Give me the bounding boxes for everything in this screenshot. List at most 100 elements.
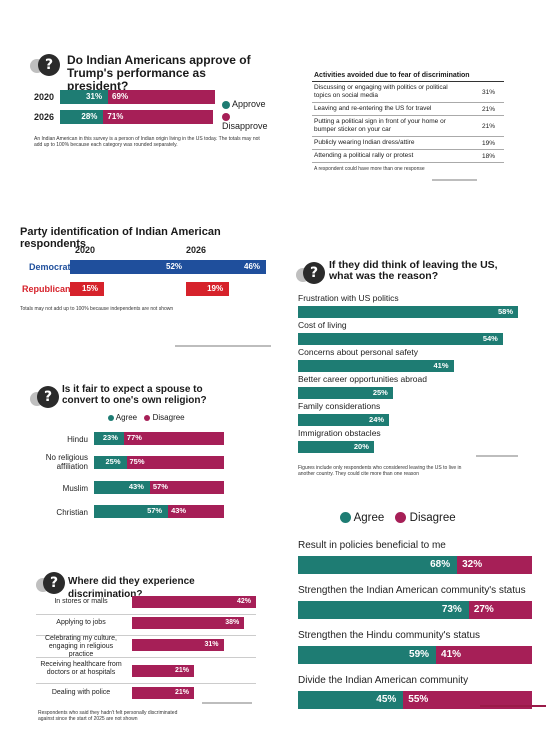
value-label: 38% (225, 619, 240, 626)
disapprove-swatch (222, 112, 230, 121)
disagree-swatch (144, 414, 151, 421)
table-row: Leaving and re-entering the US for trave… (312, 103, 504, 116)
disapprove-bar (108, 90, 215, 104)
location-bar (132, 617, 245, 629)
spouse-title: Is it fair to expect a spouse to convert… (62, 384, 207, 406)
legend-disagree-label: Disagree (152, 413, 185, 422)
statement-label: Strengthen the Hindu community's status (298, 630, 481, 641)
table-row: Discussing or engaging with politics or … (312, 82, 504, 103)
source-line (432, 179, 477, 181)
question-icon: ? (43, 572, 65, 594)
approve-swatch (222, 100, 230, 109)
disagree-swatch (395, 512, 407, 524)
value-label: 24% (369, 415, 385, 424)
discrimination-title: Where did they experience discrimination… (68, 576, 195, 600)
disagree-bar (149, 481, 224, 494)
value-cell: 21% (482, 105, 496, 113)
value-label: 54% (482, 334, 498, 343)
approve-bar (60, 110, 104, 124)
agree-value-label: 68% (430, 559, 451, 570)
approve-value-label: 31% (86, 92, 103, 101)
disagree-bar (468, 601, 532, 619)
year-label: 2026 (186, 245, 207, 255)
leaving-panel: ? If they did think of leaving the US, w… (296, 256, 526, 484)
source-line (202, 702, 252, 704)
policies-legend: Agree Disagree (340, 512, 456, 524)
question-icon: ? (38, 54, 60, 76)
location-label: In stores or malls (54, 598, 108, 605)
approve-panel: ? Do Indian Americans approve of Trump's… (30, 52, 268, 162)
reason-label: Family considerations (298, 401, 381, 411)
activity-cell: Leaving and re-entering the US for trave… (314, 105, 432, 112)
agree-bar (298, 601, 469, 619)
approve-note: An Indian American in this survey is a p… (34, 136, 260, 148)
row-divider (36, 683, 256, 684)
row-divider (36, 635, 256, 636)
legend-disapprove-label: Disapprove (222, 121, 268, 131)
agree-bar (298, 691, 404, 709)
disagree-value-label: 43% (171, 506, 187, 515)
democrat-bar (70, 260, 188, 274)
value-label: 31% (204, 641, 219, 648)
value-cell: 21% (482, 122, 496, 130)
reason-bar (298, 414, 390, 426)
reason-label: Concerns about personal safety (298, 347, 419, 357)
category-label: Republican (22, 284, 71, 294)
leaving-note: Figures include only respondents who con… (298, 465, 462, 477)
reason-bar (298, 441, 374, 453)
value-label: 41% (433, 361, 449, 370)
discrimination-note: Respondents who said they hadn't felt pe… (38, 710, 178, 722)
value-label: 58% (498, 307, 514, 316)
value-label: 46% (244, 262, 261, 271)
activity-cell: Attending a political rally or protest (314, 152, 414, 159)
reason-label: Frustration with US politics (298, 293, 399, 303)
disagree-value-label: 57% (152, 482, 168, 491)
agree-value-label: 45% (376, 694, 397, 705)
party-panel: Party identification of Indian American … (20, 226, 276, 351)
row-divider (36, 614, 256, 615)
category-label: Democrat (29, 262, 71, 272)
legend-disagree-label: Disagree (409, 512, 456, 524)
reason-bar (298, 333, 503, 345)
year-label: 2020 (75, 245, 96, 255)
disagree-bar (436, 646, 532, 664)
disagree-value-label: 41% (441, 649, 462, 660)
statement-label: Divide the Indian American community (298, 675, 469, 686)
agree-value-label: 23% (102, 433, 118, 442)
agree-value-label: 43% (128, 482, 144, 491)
republican-bar (70, 282, 105, 296)
democrat-bar (186, 260, 266, 274)
activities-note: A respondent could have more than one re… (314, 166, 425, 172)
location-label: Dealing with police (51, 689, 111, 696)
reason-label: Cost of living (298, 320, 347, 330)
location-label: Celebrating my culture, engaging in reli… (45, 635, 117, 658)
approve-legend: Approve Disapprove (222, 99, 268, 131)
leaving-title: If they did think of leaving the US, wha… (329, 259, 498, 282)
category-label: 2020 (34, 92, 55, 102)
legend-approve: Approve (222, 99, 268, 109)
republican-bar (186, 282, 230, 296)
location-bar (132, 687, 194, 699)
activities-panel: Activities avoided due to fear of discri… (312, 69, 504, 187)
value-cell: 18% (482, 152, 496, 160)
legend-approve-label: Approve (232, 99, 266, 109)
location-label: Applying to jobs (56, 619, 106, 626)
reason-bar (298, 360, 454, 372)
party-title: Party identification of Indian American … (20, 226, 221, 250)
disagree-value-label: 32% (462, 559, 483, 570)
table-row: Publicly wearing Indian dress/attire 19% (312, 137, 504, 150)
value-label: 25% (372, 388, 388, 397)
agree-bar (298, 646, 437, 664)
disapprove-bar (103, 110, 214, 124)
reason-label: Better career opportunities abroad (298, 374, 427, 384)
disagree-value-label: 55% (408, 694, 429, 705)
value-cell: 19% (482, 139, 496, 147)
legend-agree-label: Agree (115, 413, 138, 422)
party-note: Totals may not add up to 100% because in… (20, 306, 174, 312)
source-line (480, 705, 546, 707)
religion-label: Hindu (67, 435, 88, 444)
value-cell: 31% (482, 88, 496, 96)
disagree-value-label: 77% (126, 433, 142, 442)
agree-value-label: 25% (105, 457, 121, 466)
table-row: Attending a political rally or protest 18… (312, 150, 504, 163)
